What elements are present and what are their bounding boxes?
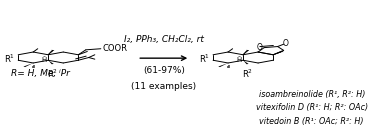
Text: (11 examples): (11 examples) [131, 82, 196, 91]
Text: R$^1$: R$^1$ [4, 53, 15, 65]
Text: R$^2$: R$^2$ [47, 67, 58, 80]
Polygon shape [48, 60, 54, 64]
Text: O: O [257, 43, 262, 52]
Text: R$^2$: R$^2$ [242, 67, 253, 80]
Polygon shape [218, 63, 228, 67]
Text: R$^1$: R$^1$ [199, 53, 210, 65]
Text: H̄: H̄ [41, 57, 46, 63]
Text: R= H, Me, ⁱPr: R= H, Me, ⁱPr [11, 69, 70, 78]
Polygon shape [23, 63, 33, 67]
Polygon shape [243, 60, 248, 64]
Text: O: O [282, 39, 288, 48]
Text: (61-97%): (61-97%) [143, 66, 185, 75]
Text: vitedoin B (R¹: OAc; R²: H): vitedoin B (R¹: OAc; R²: H) [259, 117, 364, 126]
Text: I₂, PPh₃, CH₂Cl₂, rt: I₂, PPh₃, CH₂Cl₂, rt [124, 35, 204, 44]
Text: isoambreinolide (R¹, R²: H): isoambreinolide (R¹, R²: H) [259, 90, 365, 99]
Text: H̄: H̄ [236, 57, 241, 63]
Text: COOR: COOR [103, 44, 127, 53]
Text: vitexifolin D (R¹: H; R²: OAc): vitexifolin D (R¹: H; R²: OAc) [256, 103, 368, 112]
